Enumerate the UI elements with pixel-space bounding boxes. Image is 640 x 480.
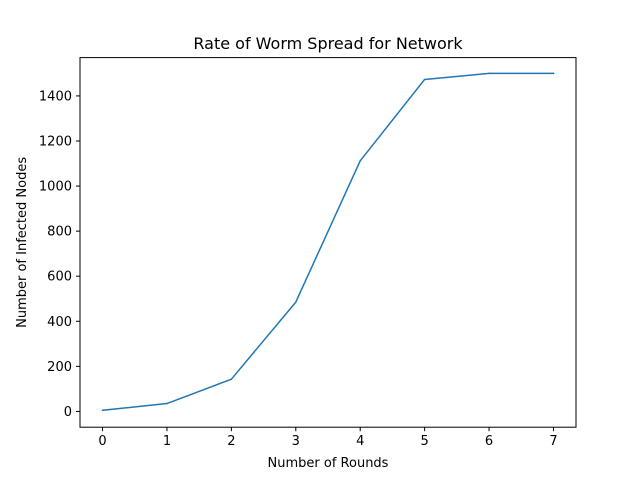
y-tick-label: 200 bbox=[47, 360, 72, 375]
y-tick-label: 600 bbox=[47, 270, 72, 285]
x-tick-label: 6 bbox=[485, 434, 493, 449]
x-tick-label: 4 bbox=[356, 434, 364, 449]
y-tick-label: 400 bbox=[47, 315, 72, 330]
y-tick-label: 1000 bbox=[39, 180, 72, 195]
plot-group bbox=[101, 72, 555, 412]
y-tick-label: 800 bbox=[47, 225, 72, 240]
data-point bbox=[166, 402, 168, 405]
x-axis-label: Number of Rounds bbox=[268, 456, 389, 471]
data-point bbox=[359, 160, 361, 162]
axes-frame bbox=[79, 57, 577, 428]
data-point bbox=[552, 72, 555, 75]
x-tick-label: 5 bbox=[420, 434, 428, 449]
y-tick-label: 1200 bbox=[39, 134, 72, 149]
x-tick-label: 0 bbox=[98, 434, 106, 449]
y-tick-label: 0 bbox=[64, 405, 72, 420]
y-tick-label: 1400 bbox=[39, 89, 72, 104]
x-tick-label: 1 bbox=[163, 434, 171, 449]
x-tick-label: 3 bbox=[292, 434, 300, 449]
chart-title: Rate of Worm Spread for Network bbox=[193, 34, 463, 53]
data-point bbox=[230, 378, 233, 380]
data-point bbox=[423, 78, 426, 81]
y-axis-label: Number of Infected Nodes bbox=[15, 157, 30, 328]
data-point bbox=[488, 72, 490, 75]
series-line bbox=[101, 72, 555, 412]
data-point bbox=[295, 301, 297, 303]
tick-group: 0 1 2 3 4 5 6 7 0 200 400 600 800 1000 1200 1400 bbox=[39, 89, 558, 449]
data-point bbox=[101, 409, 104, 412]
x-tick-label: 7 bbox=[549, 434, 557, 449]
x-tick-label: 2 bbox=[227, 434, 235, 449]
